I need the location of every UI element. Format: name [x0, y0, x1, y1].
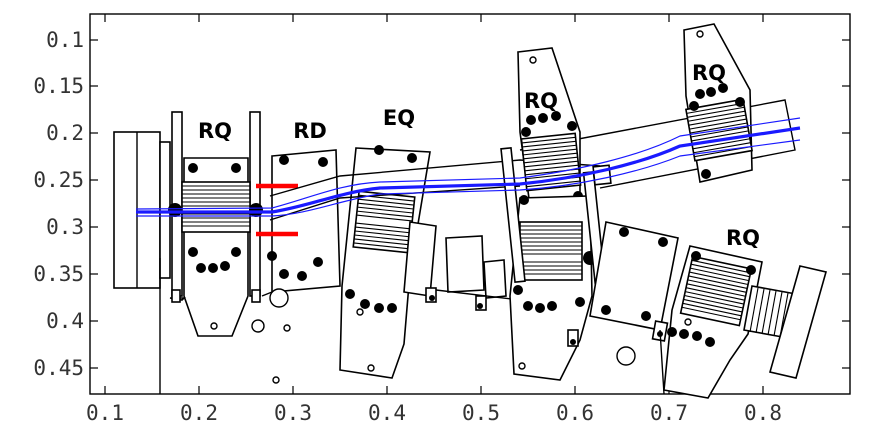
rq-magnet-3	[500, 146, 612, 381]
x-tick-label: 0.6	[556, 401, 594, 425]
y-tick-marks	[90, 39, 850, 369]
x-tick-label: 0.1	[86, 401, 124, 425]
x-tick-label: 0.2	[180, 401, 218, 425]
magnet-label-eq: EQ	[383, 106, 415, 130]
magnet-label-rq-4: RQ	[726, 226, 760, 250]
x-tick-label: 0.5	[462, 401, 500, 425]
y-tick-label: 0.45	[33, 356, 84, 380]
y-tick-label: 0.25	[33, 168, 84, 192]
x-tick-labels: 0.1 0.2 0.3 0.4 0.5 0.6 0.7 0.8	[86, 401, 782, 425]
magnet-label-rd: RD	[293, 119, 327, 143]
downstream-components	[589, 221, 679, 395]
magnet-label-rq-1: RQ	[198, 119, 232, 143]
beamline-drawing: RQ RD EQ RQ RQ RQ	[113, 23, 827, 399]
x-tick-label: 0.4	[368, 401, 406, 425]
drift-section	[159, 235, 521, 394]
rq-magnet-1	[168, 111, 263, 337]
y-tick-labels: 0.1 0.15 0.2 0.25 0.3 0.35 0.4 0.45	[33, 28, 84, 380]
x-tick-label: 0.7	[650, 401, 688, 425]
y-tick-label: 0.2	[46, 121, 84, 145]
x-tick-label: 0.8	[744, 401, 782, 425]
magnet-label-rq-3: RQ	[692, 61, 726, 85]
plot-frame	[89, 13, 851, 395]
rq-magnet-4	[683, 23, 754, 183]
rq-magnet-5	[663, 245, 763, 399]
rq-magnet-2	[517, 47, 583, 207]
source-housing	[113, 131, 171, 289]
y-tick-label: 0.35	[33, 262, 84, 286]
eq-magnet	[339, 145, 437, 379]
magnet-label-rq-2: RQ	[524, 89, 558, 113]
y-tick-label: 0.3	[46, 215, 84, 239]
bellows-end	[743, 265, 827, 379]
y-tick-label: 0.15	[33, 74, 84, 98]
red-markers	[256, 183, 298, 237]
x-tick-label: 0.3	[274, 401, 312, 425]
beam-trajectories	[135, 117, 801, 217]
y-tick-label: 0.1	[46, 28, 84, 52]
y-tick-label: 0.4	[46, 309, 84, 333]
